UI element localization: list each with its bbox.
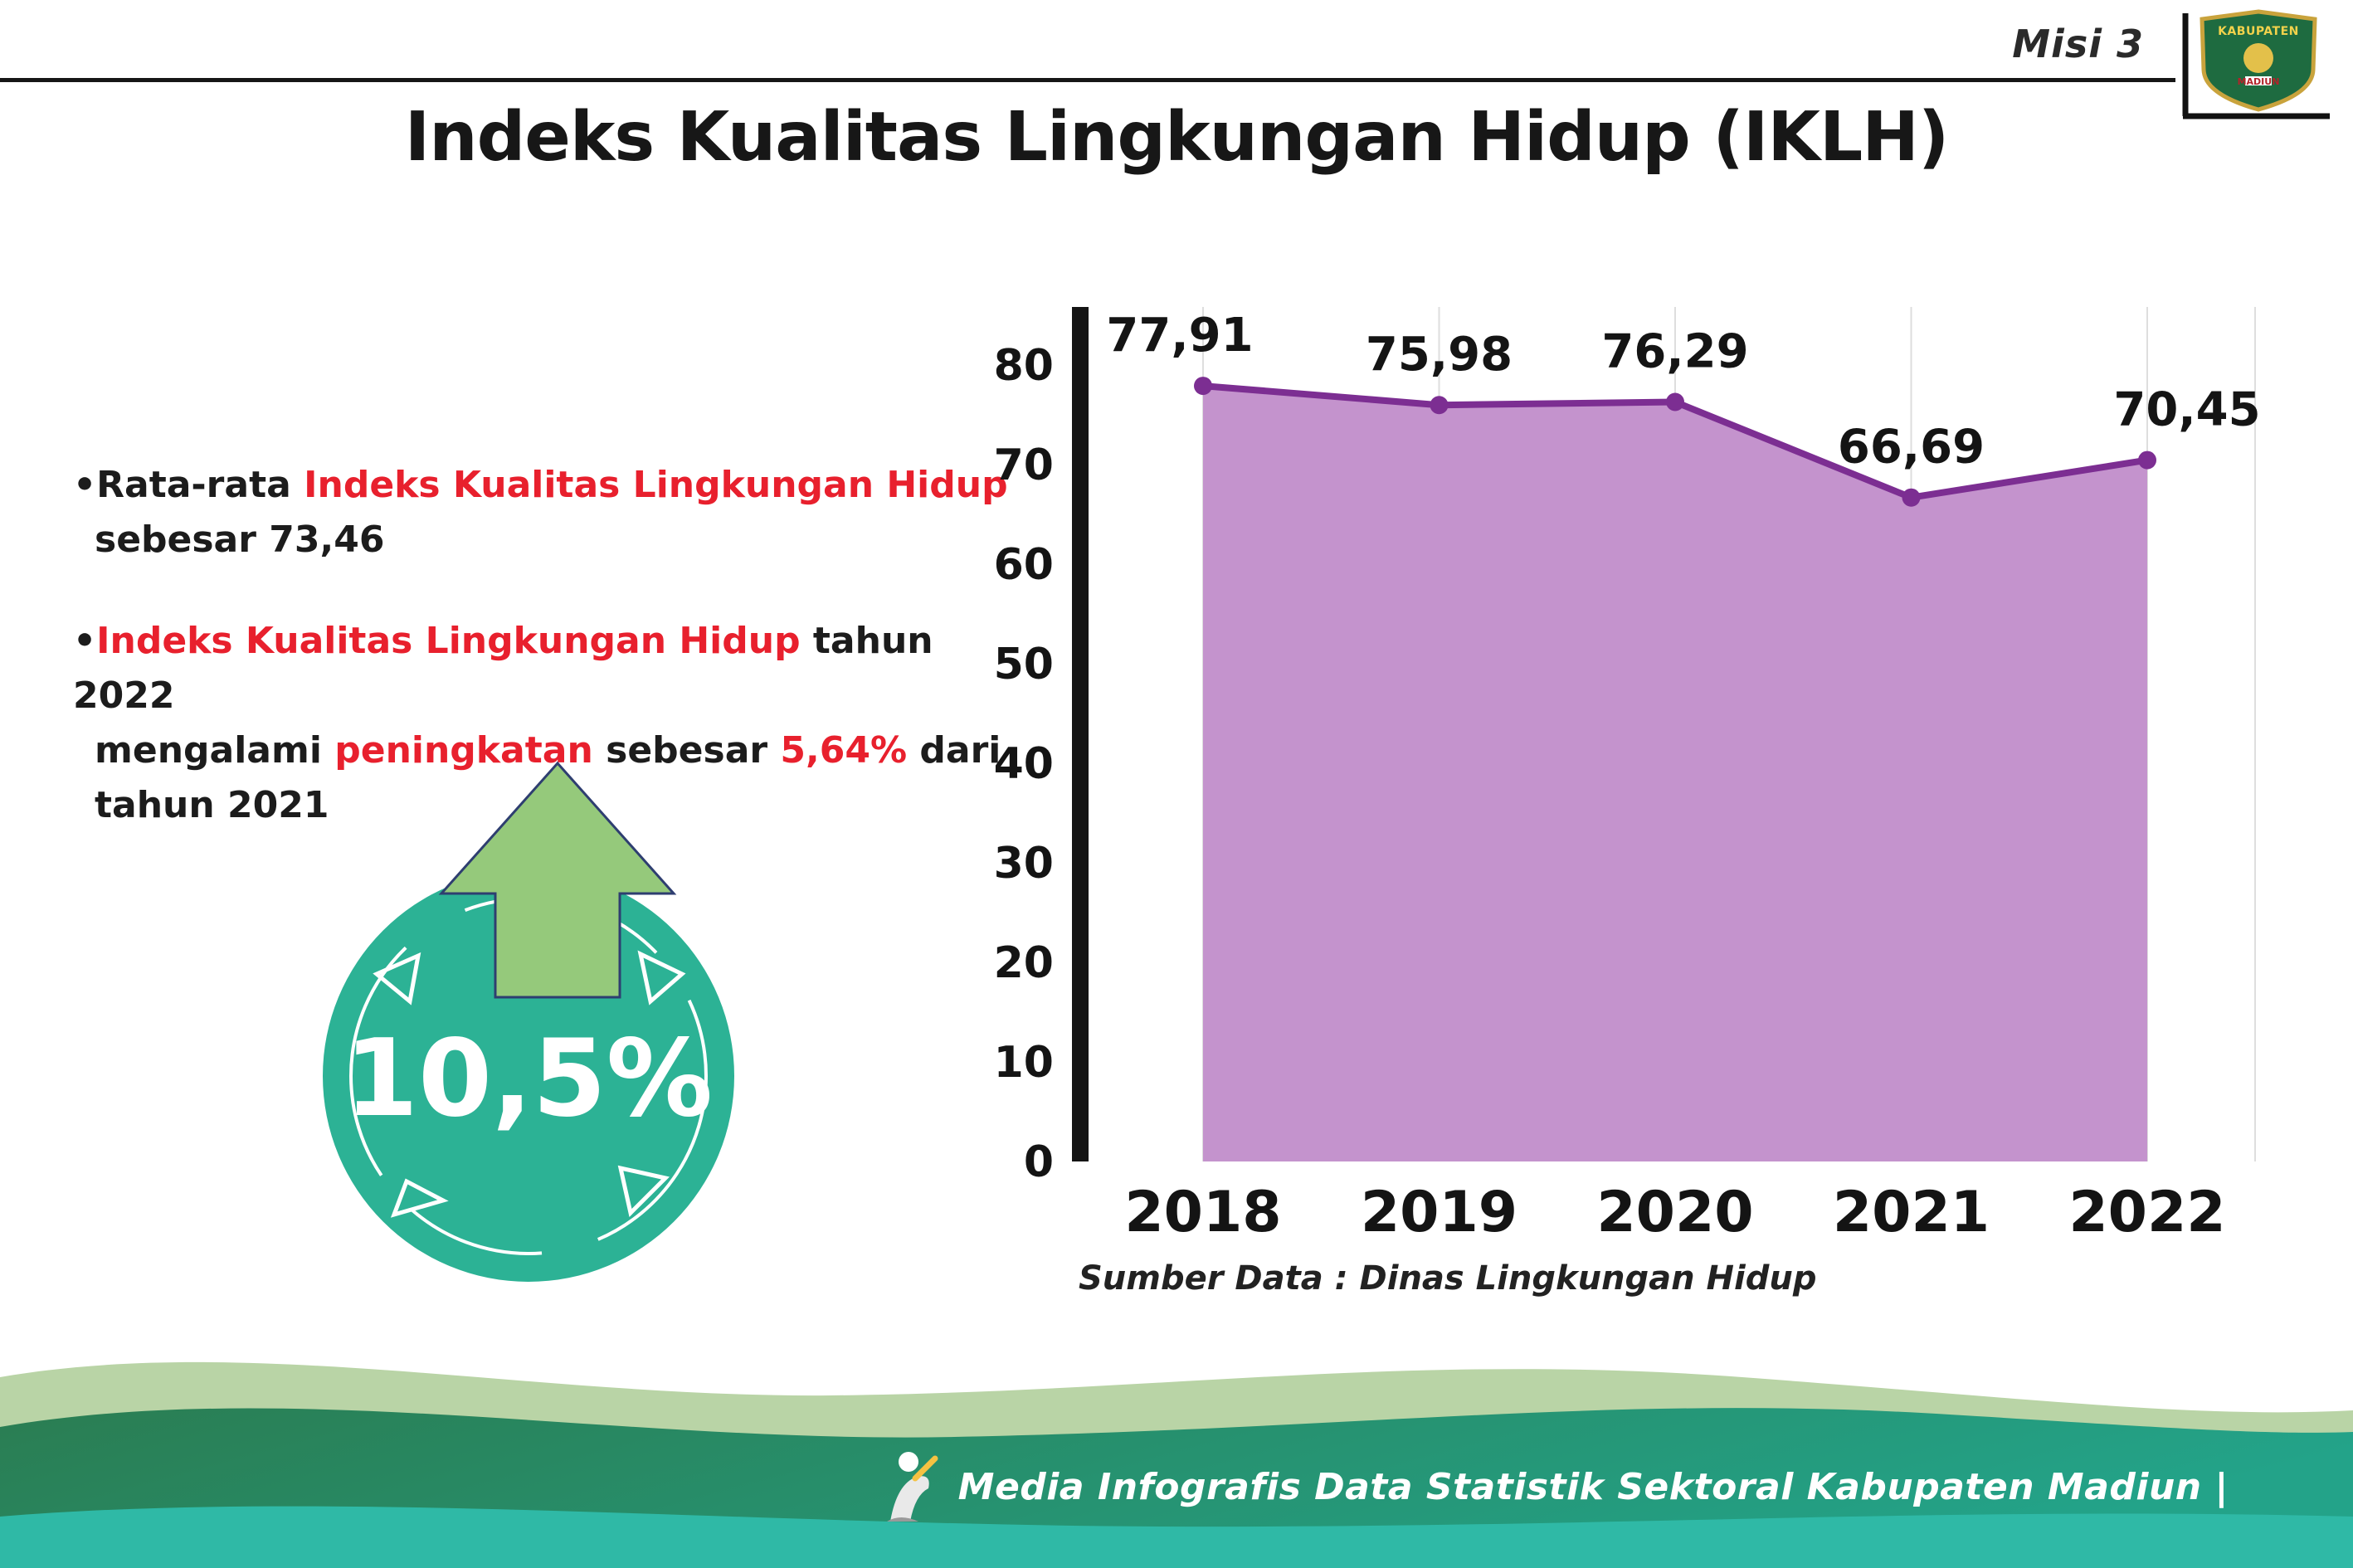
x-axis-label: 2022: [2068, 1180, 2225, 1245]
bullet-1: •Rata-rata Indeks Kualitas Lingkungan Hi…: [73, 464, 1008, 561]
footer-caption-text: Media Infografis Data Statistik Sektoral…: [957, 1465, 2229, 1508]
bullet-dot: •: [73, 620, 97, 662]
y-tick-label: 60: [994, 540, 1054, 590]
crest-bottom-label: MADIUN: [2238, 76, 2280, 87]
value-label: 77,91: [1106, 309, 1253, 363]
page-title: Indeks Kualitas Lingkungan Hidup (IKLH): [404, 98, 1950, 177]
chart-point: [1430, 396, 1449, 415]
decor-triangle: [373, 952, 421, 1006]
footer-caption: Media Infografis Data Statistik Sektoral…: [875, 1449, 2229, 1525]
badge-value: 10,5%: [344, 1017, 713, 1141]
y-axis: [1072, 307, 1089, 1161]
footer-waves: [0, 1361, 2353, 1568]
value-label: 76,29: [1601, 325, 1748, 379]
chart-area: [1203, 386, 2147, 1161]
data-source-note: Sumber Data : Dinas Lingkungan Hidup: [1079, 1259, 1817, 1298]
header-rule: [0, 78, 2175, 82]
decor-triangle: [390, 1178, 449, 1218]
crest-icon: KABUPATEN MADIUN: [2200, 9, 2317, 112]
iklh-area-chart: 0 10 20 30 40 50 60 70 80 77,91 75,98 76,29 66,69 70,…: [994, 307, 2261, 1245]
x-axis-label: 2021: [1833, 1180, 1990, 1245]
y-tick-label: 0: [1024, 1137, 1054, 1187]
bullet-dot: •: [73, 464, 97, 506]
y-tick-label: 50: [994, 640, 1054, 689]
x-axis-label: 2020: [1596, 1180, 1753, 1245]
y-tick-label: 40: [994, 739, 1054, 789]
x-axis-label: 2019: [1361, 1180, 1518, 1245]
y-tick-label: 30: [994, 839, 1054, 889]
logo-frame: KABUPATEN MADIUN: [2182, 9, 2330, 119]
y-tick-label: 70: [994, 441, 1054, 490]
misi-label: Misi 3: [2012, 22, 2144, 66]
y-tick-label: 20: [994, 938, 1054, 988]
up-arrow-icon: [438, 761, 677, 999]
bullet-2: •Indeks Kualitas Lingkungan Hidup tahun …: [73, 620, 1001, 826]
badge-circle: [323, 870, 734, 1282]
footer-wave-teal: [0, 1506, 2353, 1568]
x-axis-label: 2018: [1124, 1180, 1281, 1245]
chart-point: [1902, 488, 1921, 507]
increase-badge: 10,5%: [323, 761, 734, 1282]
chart-point: [2138, 450, 2156, 470]
value-label: 75,98: [1366, 328, 1513, 382]
kabupaten-madiun-logo: KABUPATEN MADIUN: [2175, 8, 2333, 124]
writer-icon: [886, 1452, 938, 1522]
y-tick-label: 80: [994, 341, 1054, 391]
value-label: 66,69: [1838, 421, 1985, 475]
crest-top-label: KABUPATEN: [2218, 25, 2299, 38]
y-tick-label: 10: [994, 1038, 1054, 1088]
chart-point: [1194, 377, 1212, 396]
chart-point: [1666, 392, 1684, 411]
value-label: 70,45: [2113, 383, 2260, 437]
decor-triangle: [637, 950, 686, 1006]
decor-triangle: [617, 1165, 670, 1217]
key-points: •Rata-rata Indeks Kualitas Lingkungan Hi…: [73, 458, 1035, 833]
